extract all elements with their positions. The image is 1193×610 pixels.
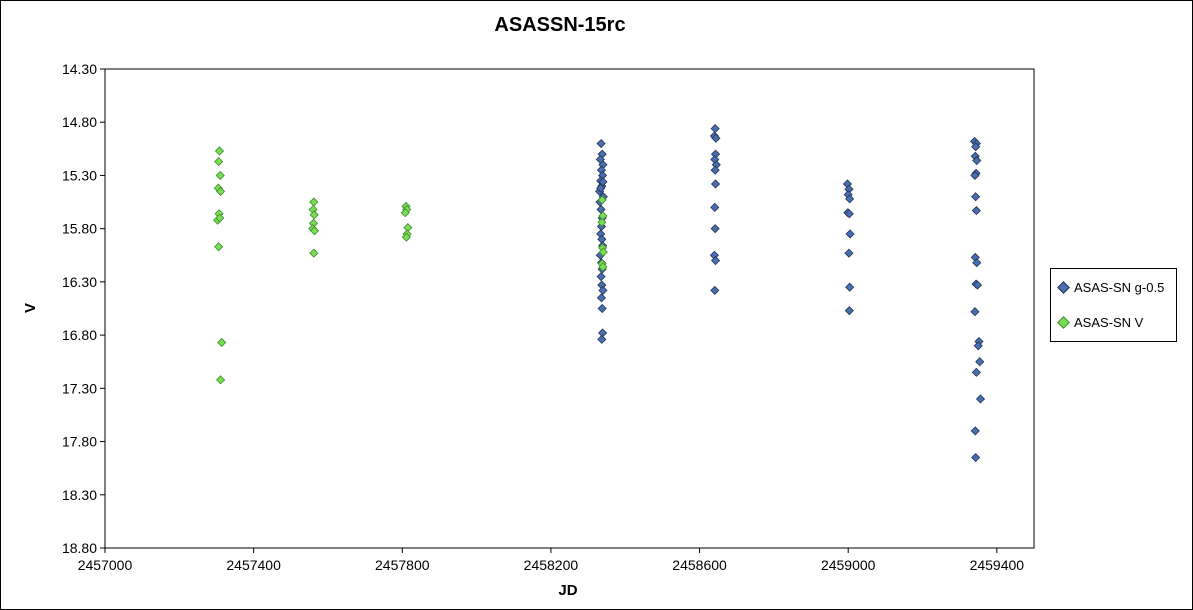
data-points — [213, 124, 986, 463]
data-point-v — [310, 226, 320, 236]
chart-title: ASASSN-15rc — [494, 14, 626, 36]
y-tick-label: 18.30 — [62, 487, 97, 503]
y-tick-label: 17.30 — [62, 380, 97, 396]
plot-area — [104, 68, 1035, 549]
data-point-v — [215, 213, 225, 223]
data-point-v — [597, 217, 607, 227]
data-point-g — [973, 341, 983, 351]
data-point-g — [970, 170, 980, 181]
data-point-g — [970, 426, 980, 436]
data-point-v — [309, 248, 319, 258]
y-tick-label: 16.80 — [62, 327, 97, 343]
data-point-v — [214, 157, 224, 167]
legend-label-g: ASAS-SN g-0.5 — [1074, 280, 1165, 295]
data-point-g — [972, 155, 982, 166]
data-point-g — [598, 285, 608, 295]
data-point-g — [710, 285, 720, 295]
data-point-g — [596, 183, 606, 193]
data-point-g — [971, 192, 981, 202]
data-point-g — [597, 303, 607, 314]
x-tick-label: 2459000 — [821, 557, 876, 573]
data-point-v — [214, 146, 225, 156]
data-point-g — [972, 258, 982, 268]
data-point-g — [971, 142, 981, 152]
data-point-g — [844, 209, 854, 219]
data-point-g — [596, 138, 606, 149]
y-tick-label: 14.80 — [62, 114, 97, 130]
data-point-g — [710, 224, 720, 234]
x-tick-label: 2457000 — [78, 557, 133, 573]
y-tick-label: 15.30 — [62, 167, 97, 183]
y-tick-label: 17.80 — [62, 434, 97, 450]
x-tick-label: 2459400 — [970, 557, 1025, 573]
data-point-g — [710, 165, 720, 175]
data-point-g — [598, 177, 608, 187]
data-point-g — [844, 248, 854, 258]
y-tick-label: 18.80 — [62, 540, 97, 556]
data-point-v — [216, 375, 226, 385]
data-point-g — [971, 206, 981, 216]
data-point-v — [401, 232, 411, 242]
data-point-g — [844, 306, 854, 316]
x-tick-label: 2458600 — [672, 557, 727, 573]
data-point-g — [975, 394, 986, 404]
data-point-v — [598, 262, 608, 272]
legend-item-g: ASAS-SN g-0.5 — [1057, 280, 1165, 295]
data-point-v — [215, 170, 225, 181]
x-axis-label: JD — [558, 582, 577, 599]
data-point-g — [972, 280, 983, 290]
x-tick-label: 2458200 — [524, 557, 579, 573]
x-tick-label: 2457800 — [375, 557, 430, 573]
y-tick-label: 14.30 — [62, 61, 97, 77]
legend-marker-g — [1057, 281, 1070, 294]
legend-label-v: ASAS-SN V — [1074, 315, 1144, 330]
data-point-g — [596, 272, 606, 282]
data-point-g — [711, 133, 721, 143]
legend: ASAS-SN g-0.5 ASAS-SN V — [1050, 268, 1177, 342]
data-point-g — [710, 179, 721, 189]
data-point-g — [971, 452, 981, 463]
data-point-v — [597, 195, 607, 205]
data-point-g — [845, 229, 855, 239]
data-point-g — [970, 307, 980, 317]
data-point-v — [214, 242, 224, 252]
y-axis-label: V — [22, 303, 39, 313]
data-point-v — [598, 247, 608, 257]
x-tick-label: 2457400 — [226, 557, 281, 573]
data-point-v — [216, 186, 226, 196]
data-point-g — [971, 367, 981, 377]
data-point-g — [597, 334, 607, 344]
y-axis: 14.30 14.80 15.30 15.80 16.30 16.80 17.30 17.80… — [62, 61, 105, 556]
data-point-g — [975, 357, 985, 367]
legend-marker-v — [1057, 316, 1070, 329]
data-point-v — [309, 210, 319, 220]
legend-item-v: ASAS-SN V — [1057, 315, 1144, 330]
data-point-g — [845, 194, 855, 204]
data-point-v — [400, 208, 410, 218]
data-point-g — [596, 293, 607, 303]
data-point-g — [710, 202, 720, 212]
data-point-g — [710, 256, 721, 266]
y-tick-label: 15.80 — [62, 221, 97, 237]
data-point-g — [845, 282, 855, 292]
y-tick-label: 16.30 — [62, 274, 97, 290]
data-point-v — [217, 337, 227, 348]
x-axis: 2457000 2457400 2457800 2458200 2458600 24590… — [78, 548, 1025, 573]
